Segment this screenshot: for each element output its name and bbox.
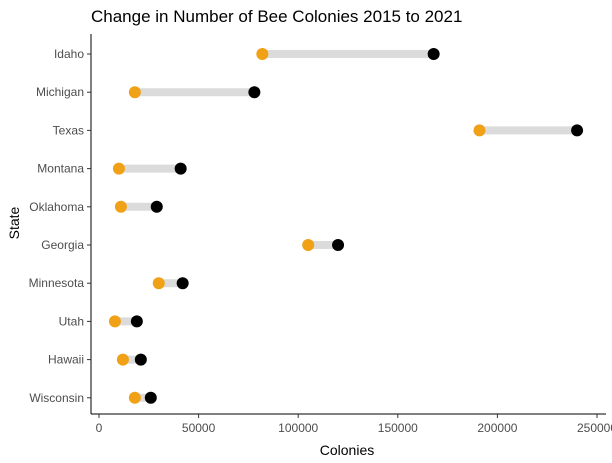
- point-2021: [116, 353, 129, 366]
- point-2015: [427, 48, 440, 60]
- plot-area: 0 50000 100000 150000 200000 250000 Idaho Michi…: [29, 34, 612, 435]
- x-tick-label: 250000: [577, 421, 612, 435]
- point-2021: [114, 200, 127, 213]
- chart-title: Change in Number of Bee Colonies 2015 to…: [91, 7, 462, 26]
- y-axis-label: State: [6, 206, 22, 239]
- point-2021: [112, 162, 125, 175]
- point-2015: [134, 353, 147, 366]
- point-2015: [144, 391, 157, 404]
- y-tick-label: Montana: [37, 162, 84, 176]
- y-tick-label: Hawaii: [48, 353, 84, 367]
- y-tick-label: Idaho: [54, 47, 84, 61]
- x-tick-label: 100000: [278, 421, 318, 435]
- point-2015: [174, 162, 187, 175]
- x-tick-label: 200000: [477, 421, 517, 435]
- point-2015: [571, 124, 584, 137]
- point-2015: [332, 239, 345, 251]
- x-axis-label: Colonies: [320, 442, 374, 458]
- point-2021: [302, 239, 315, 251]
- point-2021: [473, 124, 486, 137]
- point-2015: [130, 315, 143, 328]
- y-tick-label: Utah: [59, 314, 84, 328]
- point-2021: [128, 86, 141, 99]
- y-tick-label: Wisconsin: [29, 391, 84, 405]
- point-2021: [128, 391, 141, 404]
- y-tick-label: Oklahoma: [29, 200, 84, 214]
- y-tick-label: Minnesota: [29, 276, 85, 290]
- x-tick-label: 0: [96, 421, 103, 435]
- point-2021: [256, 48, 269, 60]
- point-2021: [108, 315, 121, 328]
- y-tick-label: Michigan: [36, 85, 84, 99]
- y-tick-label: Georgia: [41, 238, 84, 252]
- point-2015: [150, 200, 163, 213]
- point-2015: [176, 277, 189, 290]
- x-tick-label: 150000: [378, 421, 418, 435]
- y-tick-label: Texas: [53, 123, 84, 137]
- point-2015: [248, 86, 261, 99]
- point-2021: [152, 277, 165, 290]
- x-tick-label: 50000: [182, 421, 216, 435]
